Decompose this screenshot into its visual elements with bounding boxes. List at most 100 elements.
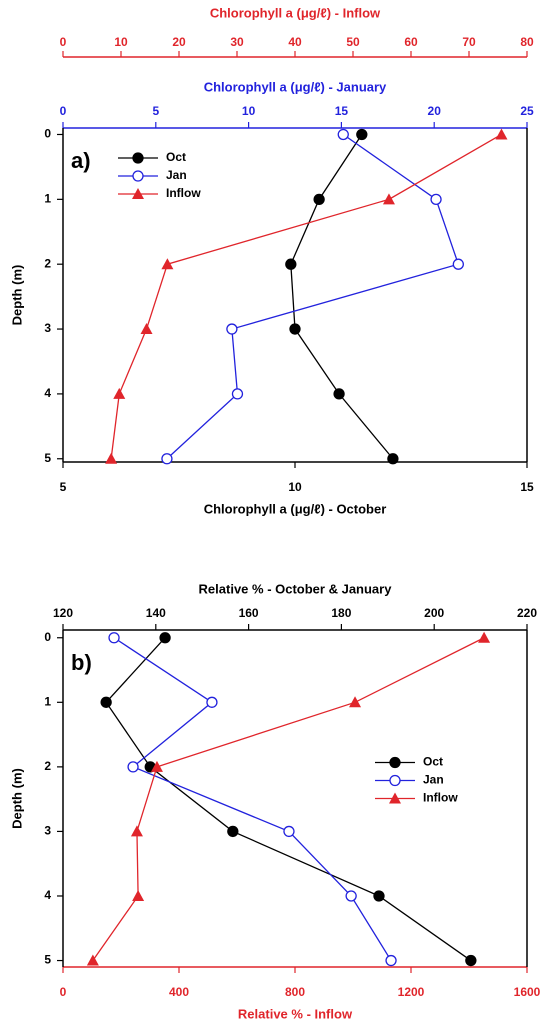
x-tick-label: 0: [60, 35, 67, 49]
legend-label: Jan: [423, 773, 444, 787]
marker: [356, 128, 368, 141]
marker: [206, 696, 218, 708]
y-tick-label: 4: [44, 386, 51, 400]
legend-label: Oct: [423, 755, 443, 769]
x-tick-label: 140: [146, 606, 166, 620]
x-tick-label: 30: [230, 35, 244, 49]
x-tick-label: 200: [424, 606, 444, 620]
marker: [337, 128, 349, 141]
x-axis-title: Relative % - Inflow: [238, 1006, 353, 1021]
x-tick-label: 220: [517, 606, 537, 620]
x-tick-label: 20: [428, 104, 442, 118]
legend-marker: [132, 170, 144, 182]
marker: [333, 388, 345, 400]
marker: [127, 761, 139, 773]
x-tick-label: 1200: [398, 985, 425, 999]
marker: [387, 453, 399, 465]
marker: [161, 453, 173, 465]
x-tick-label: 15: [520, 480, 534, 494]
marker: [130, 825, 143, 837]
x-tick-label: 70: [462, 35, 476, 49]
y-tick-label: 2: [44, 256, 51, 270]
series-line: [113, 637, 392, 961]
marker: [452, 258, 464, 270]
y-tick-label: 0: [44, 630, 51, 644]
legend-marker: [389, 774, 401, 787]
x-tick-label: 5: [152, 104, 159, 118]
x-tick-label: 60: [404, 35, 418, 49]
marker: [289, 323, 301, 335]
legend-label: Inflow: [166, 186, 201, 200]
series-line: [92, 637, 485, 961]
marker: [140, 323, 153, 335]
marker: [345, 890, 357, 902]
marker: [478, 631, 491, 643]
marker: [495, 128, 508, 140]
x-tick-label: 0: [60, 104, 67, 118]
marker: [108, 632, 120, 644]
panel-label: b): [71, 650, 92, 675]
marker: [465, 954, 477, 967]
x-tick-label: 800: [285, 985, 305, 999]
legend-label: Oct: [166, 150, 186, 164]
marker: [283, 825, 295, 838]
x-tick-label: 400: [169, 985, 189, 999]
x-tick-label: 40: [288, 35, 302, 49]
x-tick-label: 15: [335, 104, 349, 118]
x-tick-label: 10: [114, 35, 128, 49]
marker: [373, 890, 385, 902]
legend-marker: [132, 152, 144, 164]
panel-label: a): [71, 148, 91, 173]
marker: [132, 889, 145, 901]
x-tick-label: 80: [520, 35, 534, 49]
marker: [105, 452, 118, 464]
x-tick-label: 120: [53, 606, 73, 620]
x-tick-label: 0: [60, 985, 67, 999]
legend-label: Inflow: [423, 791, 458, 805]
series-line: [166, 133, 460, 460]
marker: [313, 193, 325, 205]
marker: [430, 193, 442, 205]
marker: [150, 760, 163, 772]
marker: [161, 258, 174, 270]
x-tick-label: 10: [288, 480, 302, 494]
series-line: [290, 134, 394, 460]
marker: [385, 954, 397, 967]
y-tick-label: 2: [44, 759, 51, 773]
y-tick-label: 3: [44, 321, 51, 335]
marker: [349, 696, 362, 708]
x-tick-label: 10: [242, 104, 256, 118]
y-tick-label: 1: [44, 694, 51, 708]
legend-label: Jan: [166, 168, 187, 182]
y-tick-label: 5: [44, 953, 51, 967]
marker: [231, 388, 244, 400]
marker: [227, 825, 239, 838]
x-axis-title: Relative % - October & January: [199, 581, 393, 596]
y-tick-label: 1: [44, 192, 51, 206]
marker: [86, 954, 99, 966]
marker: [159, 632, 171, 644]
x-tick-label: 25: [520, 104, 534, 118]
x-tick-label: 5: [60, 480, 67, 494]
y-tick-label: 5: [44, 451, 51, 465]
legend-marker: [389, 756, 401, 769]
series-line: [105, 637, 472, 962]
y-tick-label: 4: [44, 888, 51, 902]
x-tick-label: 1600: [514, 985, 541, 999]
x-tick-label: 20: [172, 35, 186, 49]
x-axis-title: Chlorophyll a (μg/ℓ) - Inflow: [210, 5, 381, 20]
marker: [226, 323, 238, 335]
legend-marker: [132, 188, 144, 199]
y-tick-label: 0: [44, 127, 51, 141]
y-tick-label: 3: [44, 824, 51, 838]
x-axis-title: Chlorophyll a (μg/ℓ) - January: [204, 79, 387, 94]
legend-marker: [389, 792, 401, 804]
x-tick-label: 160: [239, 606, 259, 620]
marker: [285, 258, 297, 270]
series-line: [110, 133, 502, 459]
y-axis-title: Depth (m): [9, 768, 24, 829]
marker: [100, 696, 112, 708]
marker: [113, 387, 126, 399]
